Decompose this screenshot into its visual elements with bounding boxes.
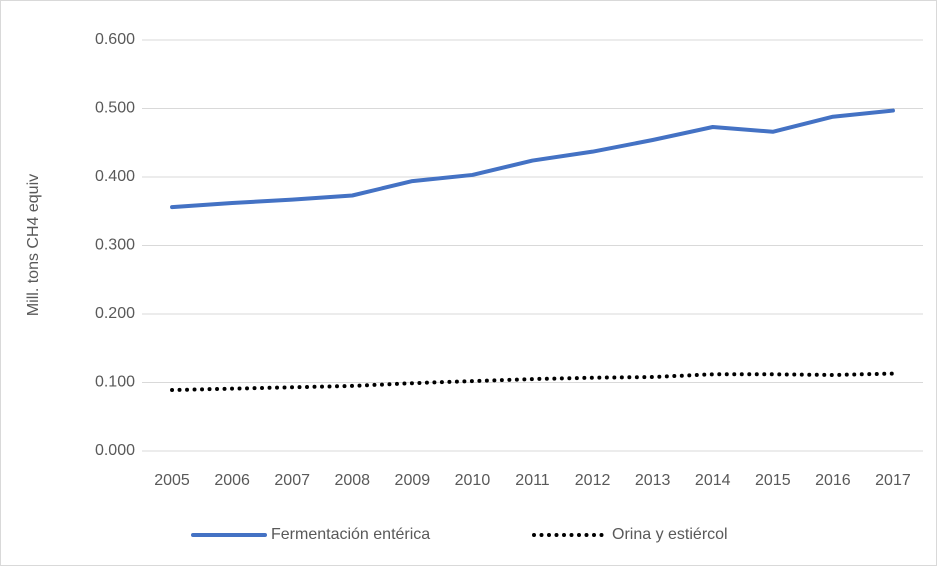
y-tick-label: 0.500 [95, 100, 135, 117]
x-tick-label: 2015 [755, 472, 791, 489]
y-tick-label: 0.400 [95, 168, 135, 185]
x-tick-label: 2013 [635, 472, 671, 489]
y-axis-label: Mill. tons CH4 equiv [25, 174, 42, 316]
legend-label: Fermentación entérica [271, 526, 430, 543]
y-tick-label: 0.100 [95, 374, 135, 391]
y-tick-label: 0.000 [95, 442, 135, 459]
x-tick-label: 2005 [154, 472, 190, 489]
x-tick-label: 2014 [695, 472, 731, 489]
x-tick-label: 2016 [815, 472, 851, 489]
y-tick-label: 0.200 [95, 305, 135, 322]
x-tick-label: 2011 [515, 472, 550, 489]
x-tick-label: 2008 [334, 472, 370, 489]
legend-label: Orina y estiércol [612, 526, 728, 543]
y-tick-label: 0.600 [95, 31, 135, 48]
x-tick-label: 2010 [455, 472, 491, 489]
x-tick-label: 2007 [274, 472, 310, 489]
series-line [170, 371, 895, 393]
x-tick-label: 2006 [214, 472, 250, 489]
x-tick-label: 2017 [875, 472, 911, 489]
series-line [170, 108, 895, 210]
x-tick-label: 2012 [575, 472, 611, 489]
y-tick-label: 0.300 [95, 237, 135, 254]
x-tick-label: 2009 [395, 472, 431, 489]
